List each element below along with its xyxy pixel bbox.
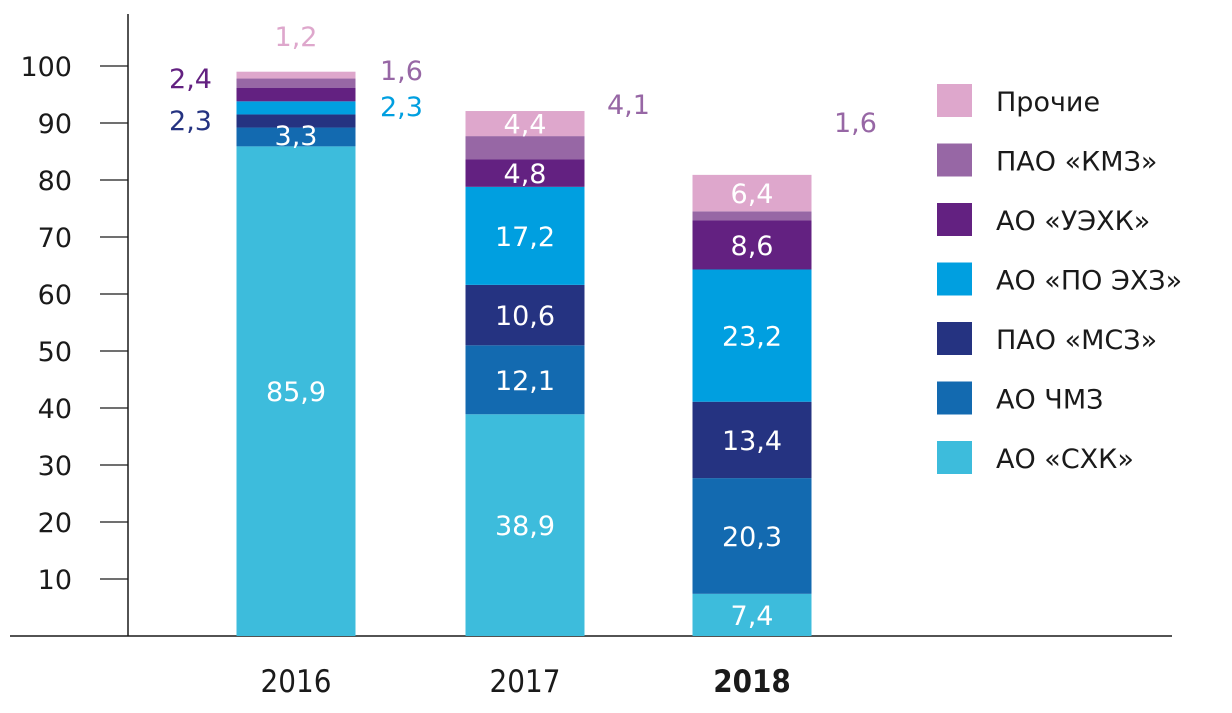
- x-tick-label: 2018: [713, 664, 791, 700]
- bar-segment: [236, 87, 356, 102]
- data-label: 8,6: [731, 231, 774, 262]
- legend-item: Прочие: [937, 84, 1100, 118]
- bar-segment: [236, 114, 356, 128]
- data-label: 3,3: [275, 121, 318, 152]
- data-label: 23,2: [722, 322, 782, 353]
- y-tick-label: 20: [38, 508, 72, 539]
- data-label: 12,1: [495, 366, 555, 397]
- data-label: 20,3: [722, 522, 782, 553]
- data-label: 2,3: [380, 92, 423, 123]
- legend-swatch: [937, 262, 972, 296]
- y-tick-label: 70: [38, 223, 72, 254]
- data-label: 13,4: [722, 426, 782, 457]
- data-label: 1,6: [834, 108, 877, 139]
- data-label: 17,2: [495, 222, 555, 253]
- bar-segment: [236, 71, 356, 79]
- bar-segment: [465, 136, 585, 160]
- y-tick-label: 30: [38, 451, 72, 482]
- bar-segment: [692, 211, 812, 221]
- legend-label: ПАО «МСЗ»: [996, 325, 1157, 356]
- bar-segment: [692, 220, 812, 270]
- data-labels: 85,9 3,3 2,3 2,3 2,4 1,6 1,2 38,9 12,1 10,6 17,2 4,…: [169, 22, 877, 632]
- bar-segment: [692, 401, 812, 479]
- x-tick-label: 2017: [490, 664, 561, 700]
- data-label: 4,8: [504, 159, 547, 190]
- bar-segment: [465, 345, 585, 415]
- legend-swatch: [937, 322, 972, 355]
- legend: Прочие ПАО «КМЗ» АО «УЭХК» АО «ПО ЭХЗ» ПАО «…: [937, 84, 1182, 475]
- bar-segment: [692, 269, 812, 402]
- x-tick-label: 2016: [261, 664, 332, 700]
- legend-swatch: [937, 84, 972, 117]
- bar-segment: [465, 284, 585, 346]
- legend-label: Прочие: [996, 87, 1100, 118]
- legend-swatch: [937, 143, 972, 177]
- data-label: 4,1: [607, 90, 650, 121]
- bar-segment: [465, 159, 585, 187]
- bar-segment: [465, 414, 585, 636]
- data-label: 2,3: [169, 106, 212, 137]
- bar-segment: [236, 127, 356, 147]
- legend-item: ПАО «МСЗ»: [937, 322, 1157, 356]
- legend-swatch: [937, 381, 972, 415]
- data-label: 6,4: [731, 179, 774, 210]
- legend-label: АО «УЭХК»: [996, 206, 1150, 237]
- bar-segment: [236, 101, 356, 115]
- data-label: 1,2: [275, 22, 318, 53]
- legend-item: АО «СХК»: [937, 441, 1134, 475]
- y-tick-label: 50: [38, 337, 72, 368]
- bars: [236, 71, 812, 636]
- bar-segment: [692, 593, 812, 636]
- legend-item: АО «ПО ЭХЗ»: [937, 262, 1182, 297]
- legend-swatch: [937, 441, 972, 474]
- y-tick-label: 10: [38, 565, 72, 596]
- legend-label: ПАО «КМЗ»: [996, 147, 1157, 178]
- y-tick-label: 100: [20, 52, 72, 83]
- data-label: 2,4: [169, 64, 212, 95]
- data-label: 4,4: [504, 110, 547, 141]
- y-tick-label: 80: [38, 166, 72, 197]
- legend-swatch: [937, 203, 972, 236]
- legend-label: АО «ПО ЭХЗ»: [996, 266, 1182, 297]
- bar-segment: [465, 111, 585, 137]
- bar-segment: [692, 174, 812, 212]
- data-label: 85,9: [266, 377, 326, 408]
- legend-label: АО ЧМЗ: [996, 385, 1103, 416]
- data-label: 38,9: [495, 511, 555, 542]
- data-label: 10,6: [495, 301, 555, 332]
- bar-segment: [465, 186, 585, 285]
- y-tick-label: 90: [38, 109, 72, 140]
- data-label: 1,6: [380, 56, 423, 87]
- y-tick-label: 40: [38, 394, 72, 425]
- legend-label: АО «СХК»: [996, 444, 1134, 475]
- bar-segment: [692, 478, 812, 594]
- legend-item: АО ЧМЗ: [937, 381, 1103, 416]
- axes: 10 20 30 40 50 60 70 80 90 100 2016 2017 2018: [10, 14, 1172, 700]
- bar-segment: [236, 146, 356, 636]
- legend-item: АО «УЭХК»: [937, 203, 1150, 237]
- legend-item: ПАО «КМЗ»: [937, 143, 1157, 178]
- data-label: 7,4: [731, 601, 774, 632]
- y-tick-label: 60: [38, 280, 72, 311]
- bar-segment: [236, 78, 356, 88]
